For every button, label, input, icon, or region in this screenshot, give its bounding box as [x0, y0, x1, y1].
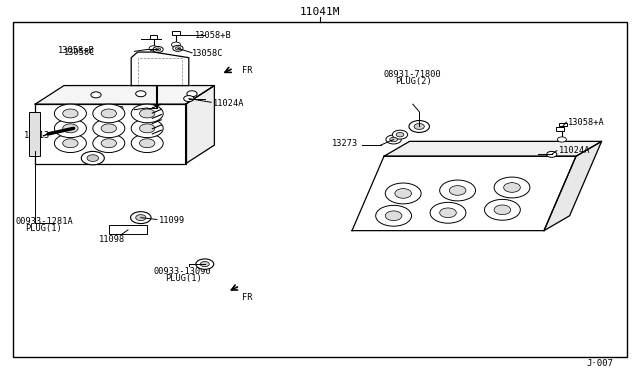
Bar: [29, 112, 40, 156]
Text: 08931-71800: 08931-71800: [384, 70, 442, 79]
Circle shape: [140, 109, 155, 118]
Circle shape: [184, 96, 194, 102]
Polygon shape: [35, 104, 186, 164]
Circle shape: [385, 211, 402, 221]
Polygon shape: [35, 86, 214, 104]
Circle shape: [392, 130, 408, 139]
Circle shape: [153, 46, 163, 52]
Circle shape: [440, 208, 456, 218]
Bar: [556, 127, 564, 131]
Text: FR: FR: [242, 293, 252, 302]
Text: 13058C: 13058C: [192, 49, 223, 58]
Text: 13058+B: 13058+B: [195, 31, 232, 40]
Circle shape: [414, 124, 424, 129]
Circle shape: [93, 119, 125, 138]
Bar: [150, 35, 157, 39]
Text: 13273: 13273: [332, 139, 358, 148]
Circle shape: [200, 262, 209, 267]
Circle shape: [196, 259, 214, 269]
Circle shape: [140, 124, 155, 133]
Circle shape: [385, 183, 421, 204]
Circle shape: [494, 177, 530, 198]
Circle shape: [386, 135, 401, 144]
Circle shape: [173, 45, 183, 51]
Polygon shape: [384, 141, 602, 156]
Circle shape: [187, 91, 197, 97]
Text: 11024A: 11024A: [212, 99, 244, 108]
Text: 13058+A: 13058+A: [568, 118, 605, 126]
Circle shape: [494, 205, 511, 215]
Text: 13058C: 13058C: [64, 48, 95, 57]
Circle shape: [547, 151, 557, 157]
Circle shape: [136, 91, 146, 97]
Circle shape: [101, 109, 116, 118]
Circle shape: [91, 92, 101, 98]
Text: 13058+B: 13058+B: [58, 46, 94, 55]
Circle shape: [449, 186, 466, 195]
Circle shape: [175, 47, 180, 50]
Circle shape: [557, 137, 566, 142]
Circle shape: [140, 139, 155, 148]
Circle shape: [440, 180, 476, 201]
Circle shape: [484, 199, 520, 220]
Circle shape: [54, 119, 86, 138]
Polygon shape: [352, 156, 576, 231]
Text: 00933-13090: 00933-13090: [154, 267, 211, 276]
Circle shape: [131, 104, 163, 123]
Circle shape: [81, 151, 104, 165]
Circle shape: [430, 202, 466, 223]
Text: J·007: J·007: [586, 359, 613, 368]
Circle shape: [131, 212, 151, 224]
Circle shape: [390, 137, 397, 142]
Circle shape: [172, 42, 180, 47]
Circle shape: [63, 124, 78, 133]
Polygon shape: [131, 52, 189, 86]
Text: PLUG(2): PLUG(2): [396, 77, 432, 86]
Circle shape: [63, 109, 78, 118]
Circle shape: [409, 121, 429, 132]
Circle shape: [131, 134, 163, 153]
Circle shape: [54, 134, 86, 153]
Text: PLUG(1): PLUG(1): [165, 274, 202, 283]
Circle shape: [395, 189, 412, 198]
Bar: [559, 123, 567, 126]
Text: 11098: 11098: [99, 235, 125, 244]
Circle shape: [131, 119, 163, 138]
Circle shape: [93, 134, 125, 153]
Circle shape: [63, 139, 78, 148]
Bar: [109, 225, 147, 234]
Text: 00933-1281A: 00933-1281A: [16, 217, 74, 226]
Circle shape: [93, 104, 125, 123]
Circle shape: [149, 46, 158, 51]
Text: 11024A: 11024A: [559, 146, 590, 155]
Bar: [172, 31, 180, 35]
Text: PLUG(1): PLUG(1): [26, 224, 62, 233]
Circle shape: [101, 124, 116, 133]
Text: FR: FR: [242, 66, 252, 75]
Circle shape: [396, 132, 404, 137]
Polygon shape: [544, 141, 602, 231]
Circle shape: [136, 215, 146, 221]
Text: 11041M: 11041M: [300, 7, 340, 17]
Circle shape: [376, 205, 412, 226]
Circle shape: [156, 48, 161, 51]
Circle shape: [101, 139, 116, 148]
Text: 11099: 11099: [159, 216, 185, 225]
Circle shape: [87, 155, 99, 161]
Circle shape: [504, 183, 520, 192]
Text: 13213: 13213: [24, 131, 51, 140]
Circle shape: [54, 104, 86, 123]
Text: 13212: 13212: [99, 106, 125, 115]
Polygon shape: [186, 86, 214, 164]
